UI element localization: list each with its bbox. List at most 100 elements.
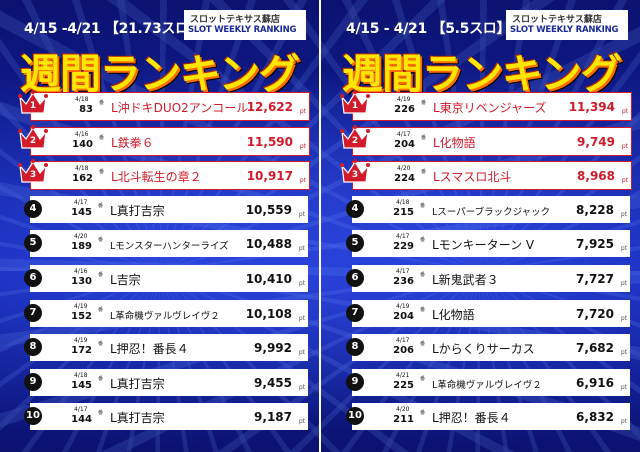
score-unit: pt <box>298 280 305 287</box>
rank-number: 8 <box>24 338 42 356</box>
score-unit: pt <box>620 315 627 322</box>
crown-icon <box>340 90 370 114</box>
date: 4/20 <box>397 165 411 172</box>
machine-name: L押忍！番長４ <box>110 342 189 356</box>
score-unit: pt <box>299 177 306 184</box>
ranking-row: 4 4/18 215 番 Lスーパーブラックジャック 8,228 pt <box>346 196 630 223</box>
machine-number: 211 <box>393 414 414 425</box>
ranking-row: 5 4/20 189 番 Lモンスターハンターライズ 10,488 pt <box>24 230 308 257</box>
score-value: 7,720 <box>576 307 614 321</box>
rank-number: 6 <box>24 269 42 287</box>
machine-label: 番 <box>421 100 427 106</box>
date: 4/19 <box>74 337 88 344</box>
machine-number: 162 <box>72 173 93 184</box>
rank-number: 7 <box>24 304 42 322</box>
machine-label: 番 <box>98 307 104 313</box>
store-subtitle: SLOT WEEKLY RANKING <box>510 25 619 35</box>
score-value: 10,108 <box>245 307 292 321</box>
machine-name: L真打吉宗 <box>110 377 165 391</box>
date: 4/19 <box>397 96 411 103</box>
date: 4/20 <box>396 406 410 413</box>
date: 4/17 <box>396 268 410 275</box>
score-unit: pt <box>621 177 628 184</box>
machine-label: 番 <box>421 169 427 175</box>
ranking-row: 8 4/17 206 番 Lからくりサーカス 7,682 pt <box>346 334 630 361</box>
ranking-row: 1 4/19 226 番 L東京リベンジャーズ 11,394 pt <box>340 90 632 121</box>
machine-number: 145 <box>71 207 92 218</box>
crown-icon <box>18 159 48 183</box>
ranking-row: 1 4/18 83 番 L沖ドキDUO2アンコール 12,622 pt <box>18 90 310 121</box>
ranking-row: 9 4/18 145 番 L真打吉宗 9,455 pt <box>24 369 308 396</box>
machine-name: L北斗転生の章２ <box>111 170 202 184</box>
rank-number: 4 <box>346 200 364 218</box>
date: 4/20 <box>74 233 88 240</box>
machine-label: 番 <box>98 341 104 347</box>
score-unit: pt <box>299 143 306 150</box>
machine-label: 番 <box>98 237 104 243</box>
score-value: 9,187 <box>254 410 292 424</box>
machine-number: 224 <box>394 173 415 184</box>
date: 4/16 <box>74 268 88 275</box>
score-value: 9,749 <box>577 135 615 149</box>
machine-name: Lスマスロ北斗 <box>433 170 512 184</box>
rank-number: 3 <box>351 170 359 180</box>
machine-name: Lモンキーターン V <box>432 238 535 252</box>
rank-number: 8 <box>346 338 364 356</box>
score-unit: pt <box>298 315 305 322</box>
machine-label: 番 <box>420 272 426 278</box>
date: 4/17 <box>396 233 410 240</box>
ranking-row: 2 4/17 204 番 L化物語 9,749 pt <box>340 125 632 156</box>
machine-name: L真打吉宗 <box>110 204 165 218</box>
machine-number: 172 <box>71 345 92 356</box>
ranking-row: 3 4/20 224 番 Lスマスロ北斗 8,968 pt <box>340 159 632 190</box>
rank-number: 9 <box>24 373 42 391</box>
crown-icon <box>18 125 48 149</box>
ranking-row: 10 4/20 211 番 L押忍！番長４ 6,832 pt <box>346 403 630 430</box>
machine-number: 152 <box>71 311 92 322</box>
store-box: スロットテキサス蘇店 SLOT WEEKLY RANKING <box>184 10 306 40</box>
machine-name: L革命機ヴァルヴレイヴ２ <box>110 311 220 322</box>
score-unit: pt <box>298 245 305 252</box>
score-value: 6,832 <box>576 410 614 424</box>
period-label: 4/15 - 4/21 【5.5スロ】 <box>346 21 511 37</box>
page-title: 週間ランキング <box>20 50 300 98</box>
period-label: 4/15 -4/21 【21.73スロ】 <box>24 21 203 37</box>
machine-label: 番 <box>420 237 426 243</box>
score-value: 8,968 <box>577 169 615 183</box>
date: 4/18 <box>75 96 89 103</box>
machine-name: Lからくりサーカス <box>432 342 535 356</box>
machine-label: 番 <box>98 272 104 278</box>
rank-number: 7 <box>346 304 364 322</box>
machine-number: 144 <box>71 414 92 425</box>
ranking-row: 9 4/21 225 番 L革命機ヴァルヴレイヴ２ 6,916 pt <box>346 369 630 396</box>
date: 4/17 <box>74 406 88 413</box>
machine-label: 番 <box>99 100 105 106</box>
score-value: 7,925 <box>576 237 614 251</box>
ranking-row: 10 4/17 144 番 L真打吉宗 9,187 pt <box>24 403 308 430</box>
score-unit: pt <box>298 384 305 391</box>
crown-icon <box>340 159 370 183</box>
machine-number: 83 <box>79 104 93 115</box>
machine-label: 番 <box>98 410 104 416</box>
crown-icon <box>18 90 48 114</box>
machine-number: 145 <box>71 380 92 391</box>
score-value: 6,916 <box>576 376 614 390</box>
date: 4/16 <box>75 131 89 138</box>
score-value: 8,228 <box>576 203 614 217</box>
score-unit: pt <box>299 108 306 115</box>
machine-label: 番 <box>420 410 426 416</box>
machine-number: 226 <box>394 104 415 115</box>
machine-number: 229 <box>393 241 414 252</box>
machine-number: 225 <box>393 380 414 391</box>
score-value: 10,410 <box>245 272 292 286</box>
store-name: スロットテキサス蘇店 <box>190 15 280 25</box>
machine-number: 204 <box>394 139 415 150</box>
ranking-row: 2 4/16 140 番 L鉄拳６ 11,590 pt <box>18 125 310 156</box>
score-value: 10,488 <box>245 237 292 251</box>
score-unit: pt <box>620 418 627 425</box>
score-unit: pt <box>621 143 628 150</box>
machine-label: 番 <box>420 341 426 347</box>
date: 4/18 <box>396 199 410 206</box>
machine-name: L化物語 <box>432 308 475 322</box>
score-value: 11,394 <box>568 100 615 114</box>
